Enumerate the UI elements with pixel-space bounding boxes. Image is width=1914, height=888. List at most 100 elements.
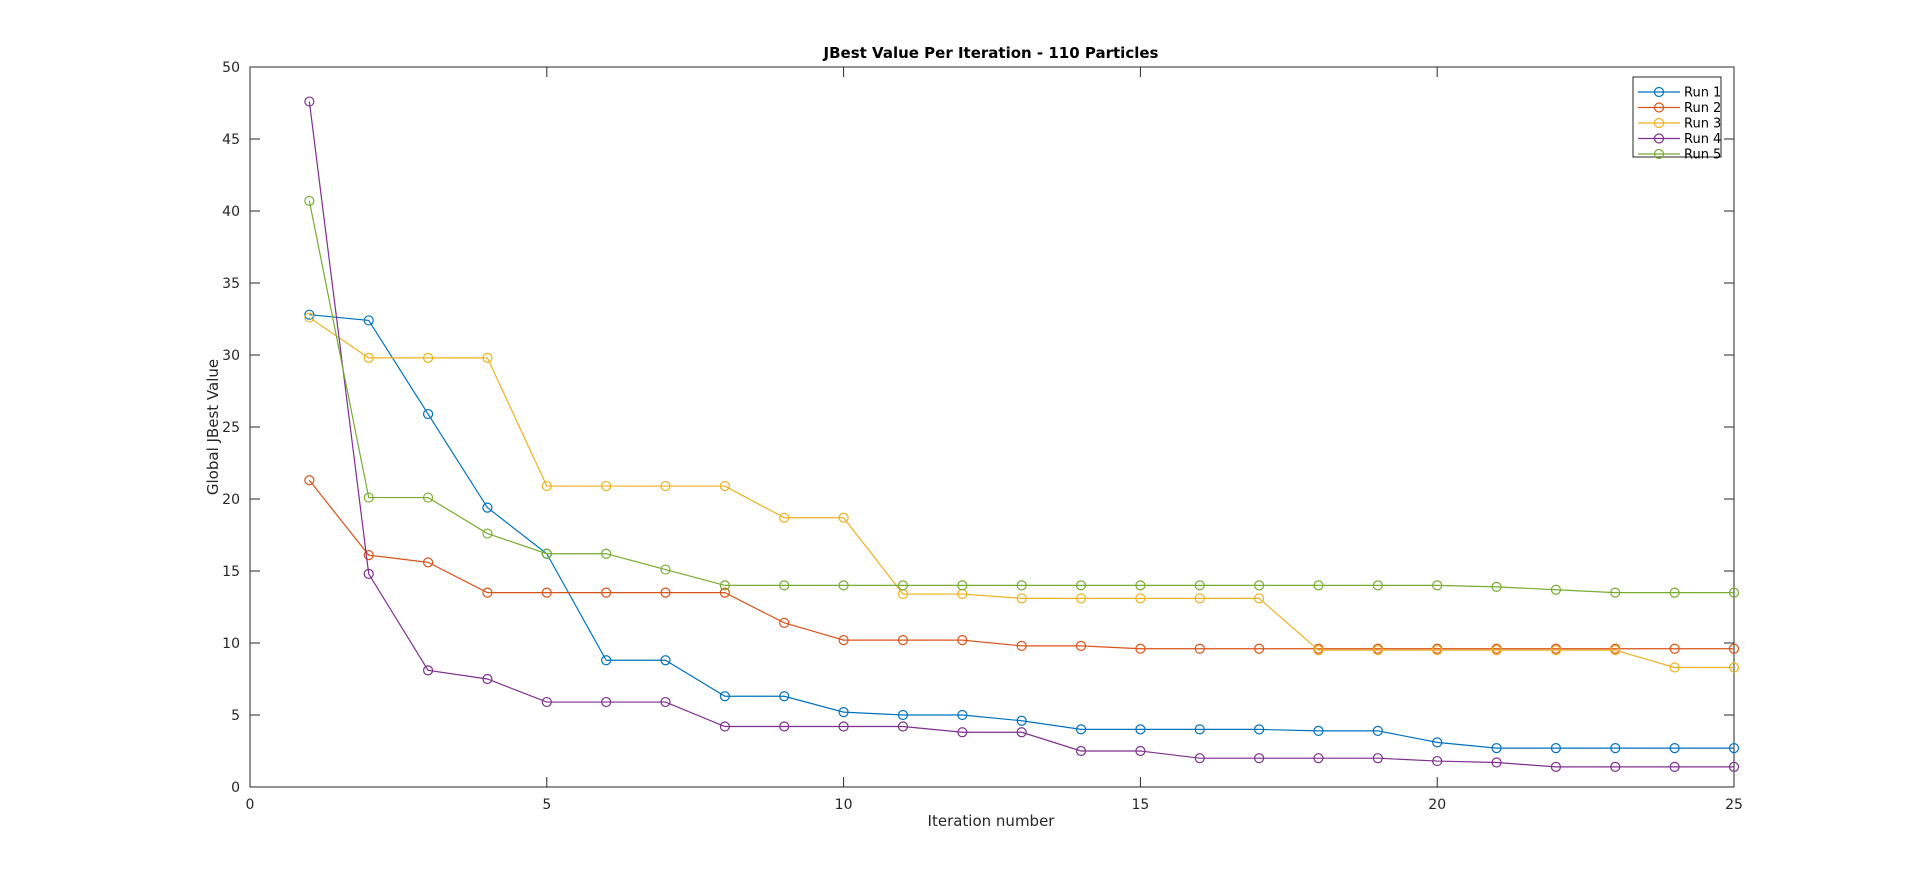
data-point [779, 691, 790, 702]
x-tick-label: 5 [542, 797, 551, 813]
series-line [308, 479, 1734, 650]
data-point [1254, 593, 1265, 604]
data-point [1075, 640, 1087, 651]
data-point [363, 550, 374, 561]
y-tick-label: 15 [222, 564, 240, 580]
series-run-4 [304, 96, 1740, 772]
data-point [1313, 645, 1324, 656]
y-tick-label: 40 [222, 204, 240, 220]
series-line [308, 101, 1734, 768]
y-tick-label: 10 [222, 636, 240, 652]
data-point [1135, 745, 1146, 757]
data-point [1728, 662, 1740, 673]
data-point [1372, 753, 1383, 764]
data-point [1135, 593, 1146, 604]
data-point [304, 312, 315, 323]
data-point [779, 721, 790, 732]
data-point [1254, 753, 1265, 764]
x-axis-label: Iteration number [928, 812, 1056, 830]
legend-marker [1653, 102, 1665, 113]
data-point [482, 352, 493, 363]
data-point [1491, 645, 1502, 656]
data-point [482, 587, 493, 598]
y-tick-label: 30 [222, 348, 240, 364]
data-point [1254, 643, 1265, 654]
legend-item: Run 1 [1638, 86, 1721, 101]
data-point [838, 580, 849, 591]
data-point [1016, 727, 1027, 738]
data-point [897, 635, 909, 646]
series-run-5 [304, 195, 1740, 598]
data-point [1075, 593, 1087, 604]
data-point [1135, 724, 1146, 735]
data-point [1491, 581, 1502, 592]
data-point [1728, 643, 1740, 654]
data-point [719, 580, 730, 591]
legend-label: Run 1 [1684, 86, 1721, 101]
data-point [1669, 662, 1680, 673]
legend-label: Run 3 [1684, 117, 1721, 132]
data-point [897, 709, 909, 721]
y-tick-label: 50 [222, 60, 240, 76]
legend-marker [1653, 133, 1665, 144]
data-point [660, 655, 671, 666]
legend-label: Run 5 [1684, 148, 1721, 163]
data-point [1669, 743, 1680, 754]
legend-label: Run 2 [1684, 101, 1721, 116]
legend-item: Run 2 [1638, 101, 1721, 116]
data-point [1728, 743, 1740, 754]
data-point [1016, 640, 1027, 651]
data-point [1016, 593, 1027, 604]
data-point [957, 727, 968, 738]
data-point [1669, 761, 1680, 772]
series-line [308, 200, 1734, 594]
data-point [422, 408, 434, 420]
data-point [1491, 757, 1502, 768]
data-point [838, 512, 849, 523]
data-point [1313, 725, 1324, 736]
data-point [1550, 743, 1562, 754]
data-point [601, 655, 612, 666]
legend-marker [1653, 148, 1665, 160]
legend-item: Run 3 [1638, 117, 1721, 132]
data-point [1432, 580, 1443, 591]
data-point [1669, 587, 1680, 598]
legend-item: Run 5 [1638, 148, 1721, 163]
data-point [1728, 587, 1740, 598]
data-point [779, 617, 790, 628]
data-point [541, 587, 552, 598]
data-point [1610, 761, 1621, 772]
data-point [363, 568, 374, 579]
data-point [1313, 753, 1324, 764]
data-point [1194, 643, 1205, 654]
data-point [719, 721, 730, 732]
data-point [779, 512, 790, 523]
data-point [422, 557, 434, 568]
data-point [482, 673, 493, 685]
data-point [1372, 580, 1383, 591]
data-point [719, 480, 730, 492]
data-point [482, 502, 493, 513]
data-point [1194, 580, 1205, 591]
data-point [1550, 645, 1562, 656]
data-point [957, 580, 968, 591]
chart-title: JBest Value Per Iteration - 110 Particle… [823, 44, 1159, 62]
data-point [1610, 645, 1621, 656]
x-tick-label: 20 [1428, 797, 1446, 813]
plot-area: 0 5 10 15 20 25 0 5 10 15 20 25 30 35 40 45 50 [222, 60, 1743, 813]
data-point [363, 492, 374, 503]
legend-item: Run 4 [1638, 132, 1721, 147]
data-point [1135, 580, 1146, 591]
data-point [1491, 743, 1502, 754]
data-point [1135, 643, 1146, 654]
data-point [838, 635, 849, 646]
y-axis-label: Global JBest Value [204, 359, 222, 495]
data-point [838, 721, 849, 732]
data-point [363, 315, 374, 326]
data-point [1610, 587, 1621, 598]
series-run-3 [304, 312, 1740, 673]
data-point [304, 195, 315, 207]
